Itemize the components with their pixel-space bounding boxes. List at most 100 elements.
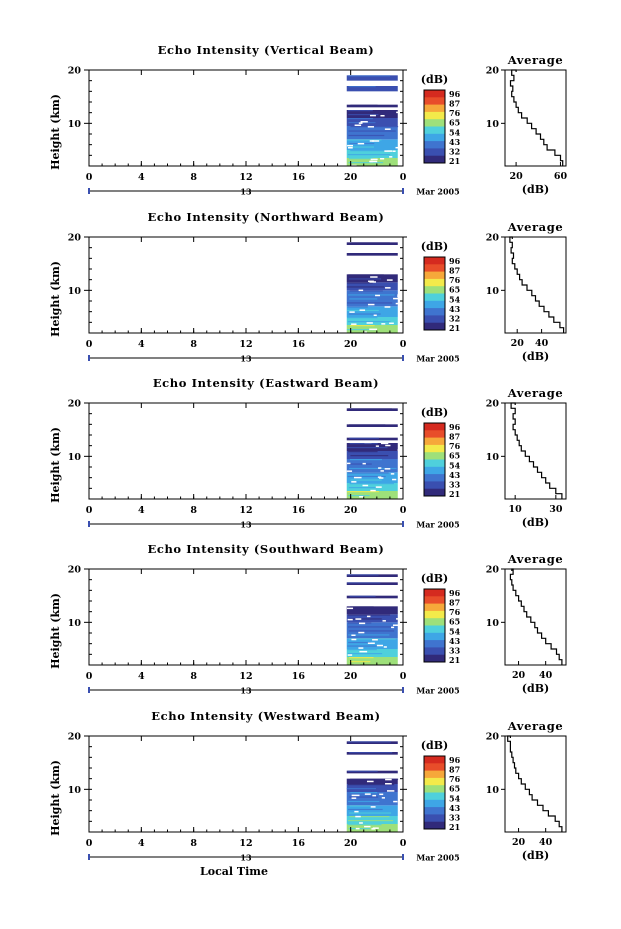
profile-title: Average	[507, 552, 564, 566]
colorbar-segment	[424, 785, 445, 793]
heatmap-gap	[369, 140, 375, 142]
x-tick-label: 0	[400, 505, 407, 516]
profile-frame	[504, 568, 567, 666]
colorbar-tick-label: 65	[449, 784, 460, 794]
heatmap-gap	[351, 638, 357, 641]
heatmap-stripe	[348, 610, 376, 612]
colorbar-tick-label: 54	[449, 294, 461, 304]
date-marker-label: 13	[240, 853, 252, 863]
heatmap-cells	[346, 242, 405, 333]
heatmap-gap	[360, 121, 368, 123]
y-tick-label: 10	[68, 785, 82, 796]
colorbar-unit: (dB)	[421, 240, 448, 253]
heatmap-gap	[359, 309, 366, 311]
colorbar-tick-label: 65	[449, 285, 460, 295]
heatmap-gap	[369, 160, 378, 163]
heatmap-stripe	[349, 467, 397, 470]
heatmap-cells	[346, 75, 404, 167]
colorbar-tick-label: 43	[449, 137, 461, 147]
x-tick-label: 0	[86, 172, 93, 183]
colorbar-segment	[424, 133, 445, 142]
heatmap-stripe	[350, 606, 374, 608]
colorbar-unit: (dB)	[421, 73, 448, 86]
heatmap-gap	[393, 800, 398, 803]
heatmap-stripe	[349, 437, 379, 439]
heatmap-gap	[367, 126, 375, 128]
heatmap-gap	[351, 634, 356, 637]
profile-x-tick-label: 30	[549, 504, 563, 515]
heatmap-layer-8	[346, 752, 398, 755]
y-tick-label: 10	[68, 618, 82, 629]
heatmap-gap	[392, 624, 401, 626]
heatmap-gap	[353, 476, 362, 479]
colorbar-unit: (dB)	[421, 572, 448, 585]
profile-x-label: (dB)	[522, 682, 549, 695]
heatmap-gap	[389, 776, 395, 778]
colorbar-segment	[424, 792, 445, 801]
y-tick-label: 20	[68, 66, 82, 77]
heatmap-stripe	[348, 158, 373, 160]
heatmap-gap	[346, 607, 354, 610]
heatmap-layer-7	[346, 437, 398, 441]
x-tick-label: 12	[239, 838, 252, 849]
x-tick-label: 4	[138, 671, 145, 682]
x-tick-label: 16	[292, 505, 306, 516]
colorbar-segment	[424, 777, 445, 786]
x-tick-label: 0	[86, 838, 93, 849]
heatmap-gap	[382, 620, 386, 622]
profile-title: Average	[507, 719, 564, 733]
profile-y-tick-label: 20	[486, 66, 500, 77]
heatmap-gap	[375, 294, 381, 297]
profile-x-label: (dB)	[522, 183, 549, 196]
heatmap-stripe	[348, 495, 370, 497]
heatmap-gap	[370, 489, 376, 492]
x-tick-label: 20	[344, 671, 358, 682]
colorbar-segment	[424, 618, 445, 626]
colorbar-segment	[424, 155, 445, 164]
heatmap-gap	[380, 470, 384, 472]
heatmap-stripe	[350, 253, 390, 255]
month-label: Mar 2005	[416, 520, 459, 530]
heatmap-gap	[384, 128, 391, 130]
profile-title: Average	[507, 386, 564, 400]
x-tick-label: 0	[86, 339, 93, 350]
heatmap-layer-3	[346, 139, 398, 150]
x-tick-label: 0	[400, 172, 407, 183]
profile-frame	[504, 236, 567, 334]
heatmap-gap	[349, 311, 355, 313]
heatmap-gap	[384, 306, 391, 308]
x-tick-label: 8	[190, 339, 197, 350]
x-tick-label: 12	[239, 172, 252, 183]
heatmap-gap	[385, 782, 392, 785]
heatmap-stripe	[349, 443, 378, 445]
heatmap-gap	[358, 122, 363, 124]
heatmap-stripe	[347, 282, 373, 284]
heatmap-gap	[390, 473, 395, 475]
x-tick-label: 8	[190, 505, 197, 516]
heatmap-gap	[347, 654, 353, 656]
heatmap-gap	[371, 828, 376, 830]
panel-title: Echo Intensity (Vertical Beam)	[158, 43, 375, 57]
colorbar-segment	[424, 423, 445, 431]
colorbar-tick-label: 21	[449, 489, 460, 499]
colorbar-segment	[424, 632, 445, 641]
heatmap-gap	[372, 140, 380, 142]
heatmap-gap	[361, 664, 367, 667]
heatmap-layer-3	[346, 306, 398, 317]
heatmap-stripe	[348, 75, 391, 77]
colorbar-segment	[424, 300, 445, 309]
heatmap-stripe	[350, 104, 378, 106]
heatmap-gap	[378, 467, 382, 469]
colorbar-segment	[424, 111, 445, 120]
heatmap-gap	[386, 790, 395, 792]
colorbar-segment	[424, 148, 445, 157]
heatmap-stripe	[348, 634, 390, 636]
colorbar-tick-label: 96	[449, 755, 461, 765]
heatmap-gap	[380, 114, 385, 117]
heatmap-stripe	[347, 472, 389, 474]
heatmap-stripe	[348, 638, 396, 640]
heatmap-stripe	[348, 114, 379, 116]
heatmap-gap	[359, 650, 368, 653]
heatmap-stripe	[348, 630, 395, 632]
heatmap-stripe	[349, 657, 374, 659]
